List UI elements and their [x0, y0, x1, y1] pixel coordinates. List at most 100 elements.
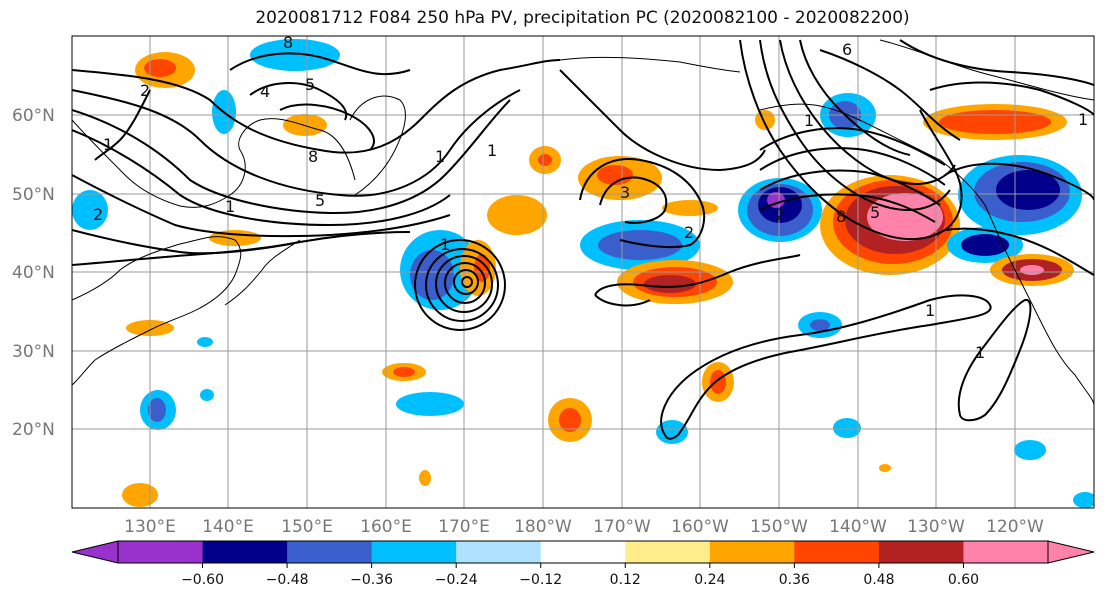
- contour-label: 1: [1078, 110, 1088, 129]
- contour-label: 1: [440, 235, 450, 254]
- precip-blob: [833, 418, 861, 438]
- contour-label: 8: [308, 147, 318, 166]
- contour-label: 4: [260, 82, 270, 101]
- pv-contour: [957, 299, 1032, 422]
- precip-blob: [939, 110, 1051, 134]
- pv-contour: [819, 49, 961, 141]
- pv-contour: [759, 193, 936, 223]
- colorbar-swatches: [118, 541, 1049, 563]
- colorbar-tick-label: 0.12: [610, 572, 641, 588]
- pv-contour: [660, 294, 992, 440]
- lon-label: 170°E: [438, 517, 490, 537]
- contour-label: 5: [305, 75, 315, 94]
- figure-title: 2020081712 F084 250 hPa PV, precipitatio…: [255, 8, 910, 28]
- coastline-kamchatka: [349, 95, 406, 196]
- lon-label: 170°W: [593, 517, 651, 537]
- colorbar-swatch: [202, 541, 288, 563]
- precip-blob: [396, 392, 464, 416]
- colorbar-tick-label: 0.36: [779, 572, 810, 588]
- lat-label-20n: 20°N: [12, 420, 55, 440]
- lat-label-40n: 40°N: [12, 263, 55, 283]
- pv-contour-labels: 8 4 5 1 2 1 8 5 1 1 3 2 1 8 5 1 1 1 6 1: [93, 36, 1088, 362]
- lon-label: 150°E: [281, 517, 333, 537]
- precip-blob: [1014, 440, 1046, 460]
- pv-contour: [72, 59, 561, 154]
- lon-label: 150°W: [750, 517, 808, 537]
- contour-label: 8: [836, 207, 846, 226]
- colorbar-swatch: [540, 541, 626, 563]
- precip-blob: [662, 200, 718, 216]
- pv-contour: [594, 254, 801, 296]
- lon-label: 130°E: [124, 517, 176, 537]
- coastline-russia: [72, 118, 356, 208]
- pv-contour: [779, 39, 956, 186]
- precip-blob: [879, 464, 891, 472]
- precip-blob: [710, 370, 726, 394]
- longitude-labels: 130°E 140°E 150°E 160°E 170°E 180°W 170°…: [124, 517, 1044, 537]
- precip-blob: [996, 170, 1060, 210]
- lon-label: 180°W: [514, 517, 572, 537]
- pv-contour: [72, 99, 511, 215]
- coastline-japan: [224, 239, 301, 306]
- precip-blob: [122, 483, 158, 507]
- contour-label: 1: [487, 141, 497, 160]
- lon-label: 120°W: [986, 517, 1044, 537]
- precip-blob: [597, 165, 633, 185]
- colorbar-swatch: [963, 541, 1049, 563]
- pv-contour: [944, 162, 1094, 201]
- precip-blob: [810, 319, 830, 331]
- contour-label: 6: [842, 40, 852, 59]
- contour-label: 2: [775, 205, 785, 224]
- contour-label: 2: [684, 223, 694, 242]
- precip-blob: [72, 190, 108, 230]
- contour-label: 1: [435, 147, 445, 166]
- lon-label: 160°W: [671, 517, 729, 537]
- precip-blob: [419, 470, 431, 486]
- pv-contour: [249, 82, 348, 121]
- precip-blob: [867, 193, 943, 241]
- pv-contour: [594, 294, 651, 307]
- pv-contour: [759, 169, 941, 206]
- pv-contour: [799, 39, 911, 156]
- pv-contour-cutoff: [425, 248, 499, 322]
- pv-contour: [72, 174, 451, 238]
- precip-blob: [644, 275, 696, 293]
- colorbar-ticks: −0.60 −0.48 −0.36 −0.24 −0.12 0.12 0.24 0.36 0.4…: [181, 563, 979, 588]
- contour-label: 1: [804, 111, 814, 130]
- pv-contours: [72, 39, 1094, 440]
- colorbar-swatch: [371, 541, 457, 563]
- lon-label: 130°W: [907, 517, 965, 537]
- pv-contour-cutoff: [453, 269, 479, 295]
- colorbar-swatch: [625, 541, 711, 563]
- colorbar-swatch: [709, 541, 795, 563]
- precip-blob: [755, 110, 775, 130]
- lon-label: 140°W: [829, 517, 887, 537]
- pv-contour-cutoff: [414, 239, 506, 331]
- precip-blob: [283, 114, 327, 136]
- coastline-east-asia: [72, 236, 242, 386]
- pv-contour: [759, 127, 946, 166]
- colorbar-tick-label: −0.60: [181, 572, 224, 588]
- pv-contour: [72, 89, 521, 197]
- precip-blob: [656, 420, 688, 444]
- colorbar-tick-label: −0.24: [435, 572, 478, 588]
- contour-label: 5: [315, 191, 325, 210]
- pv-contour-cutoff: [461, 276, 473, 288]
- contour-label: 1: [225, 197, 235, 216]
- lat-label-30n: 30°N: [12, 342, 55, 362]
- precip-blob: [538, 154, 552, 166]
- pv-contour: [72, 129, 451, 227]
- contour-label: 1: [103, 135, 113, 154]
- colorbar-tick-label: 0.48: [863, 572, 894, 588]
- lon-label: 160°E: [360, 517, 412, 537]
- colorbar-extend-right: [1047, 540, 1095, 564]
- pv-contour: [599, 176, 668, 224]
- colorbar-swatch: [118, 541, 204, 563]
- precip-blob: [200, 389, 214, 401]
- precip-blob: [1020, 265, 1044, 275]
- pv-contour-cutoff: [435, 255, 493, 313]
- colorbar-swatch: [456, 541, 542, 563]
- precip-blob: [487, 195, 547, 235]
- precip-blob: [559, 408, 581, 432]
